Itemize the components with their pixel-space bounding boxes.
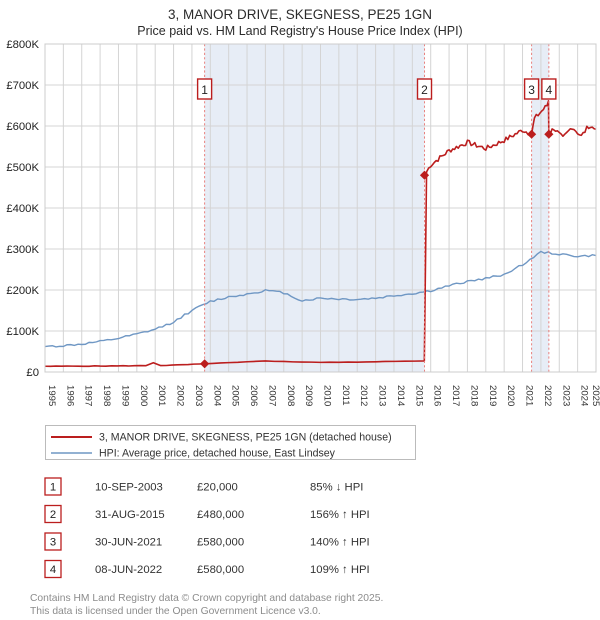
svg-text:109% ↑ HPI: 109% ↑ HPI	[310, 564, 370, 576]
svg-text:85% ↓ HPI: 85% ↓ HPI	[310, 482, 363, 494]
svg-text:10-SEP-2003: 10-SEP-2003	[95, 482, 163, 494]
svg-text:£580,000: £580,000	[197, 564, 244, 576]
svg-text:30-JUN-2021: 30-JUN-2021	[95, 537, 162, 549]
svg-text:140% ↑ HPI: 140% ↑ HPI	[310, 537, 370, 549]
svg-text:156% ↑ HPI: 156% ↑ HPI	[310, 509, 370, 521]
svg-text:£20,000: £20,000	[197, 482, 238, 494]
svg-text:1: 1	[50, 482, 56, 494]
svg-text:2: 2	[50, 509, 56, 521]
svg-text:£580,000: £580,000	[197, 537, 244, 549]
svg-text:08-JUN-2022: 08-JUN-2022	[95, 564, 162, 576]
svg-text:4: 4	[50, 564, 56, 576]
svg-text:£480,000: £480,000	[197, 509, 244, 521]
svg-text:31-AUG-2015: 31-AUG-2015	[95, 509, 165, 521]
svg-text:3: 3	[50, 537, 56, 549]
